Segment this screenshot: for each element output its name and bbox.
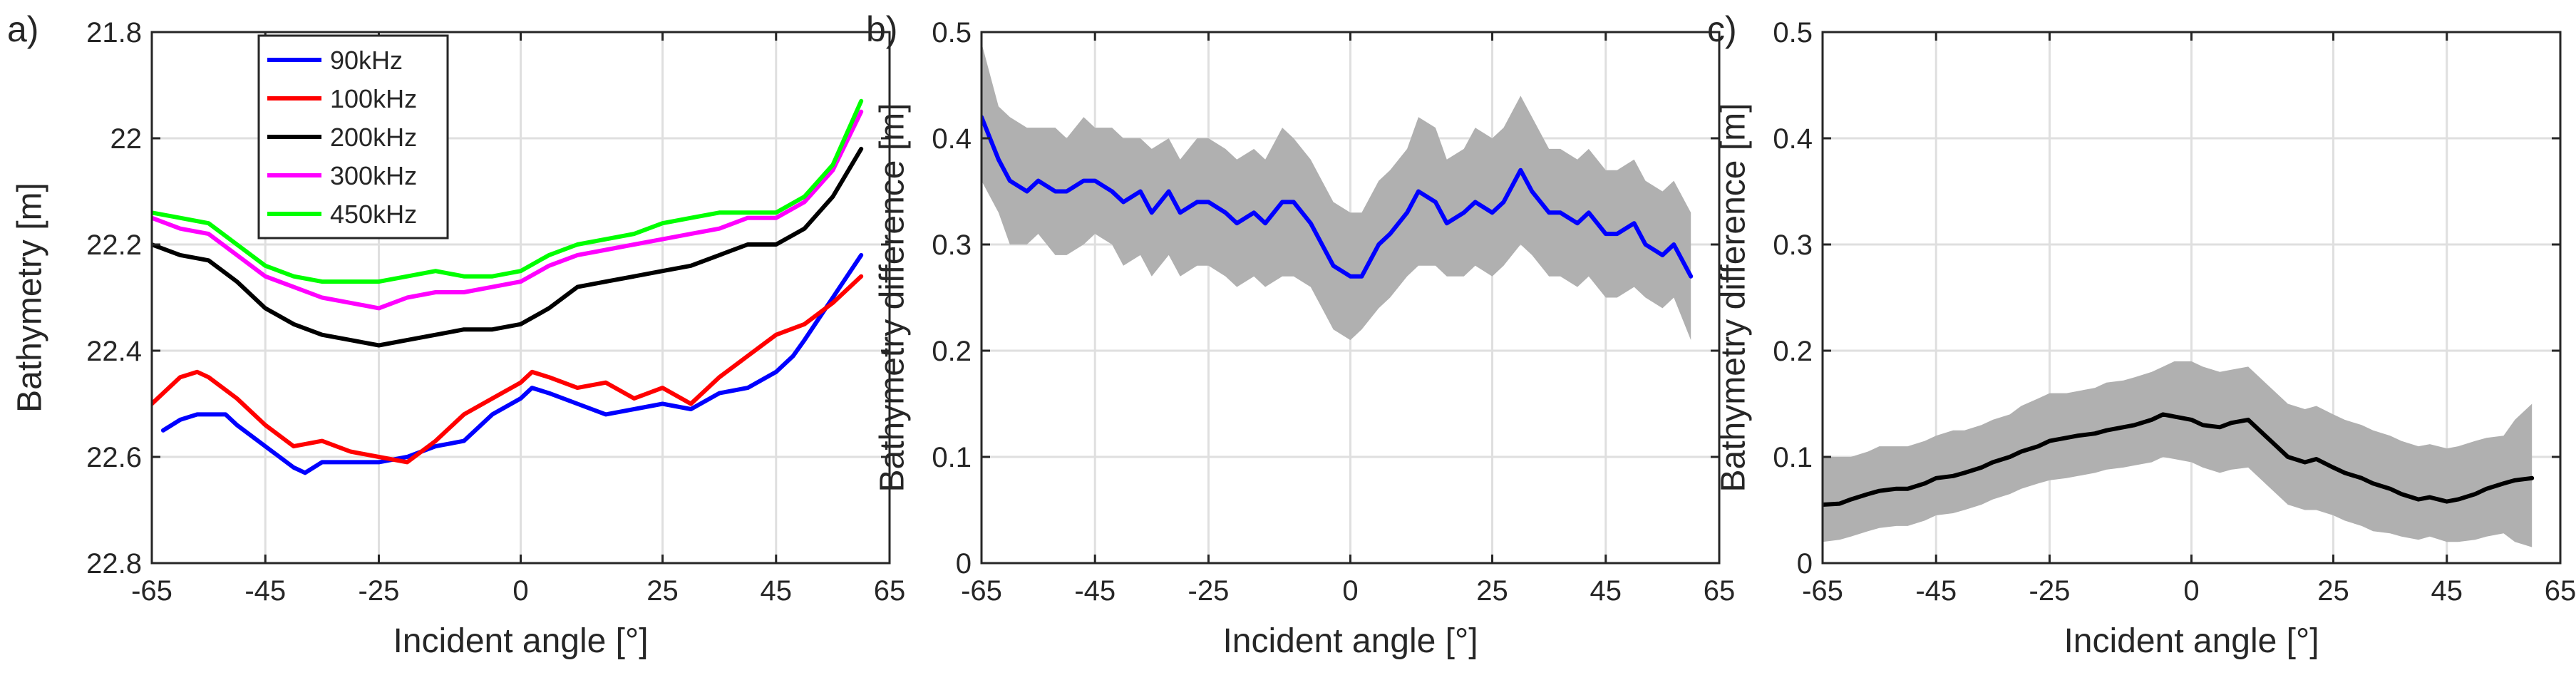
y-tick-label: 22.2: [86, 230, 142, 261]
x-tick-label: -25: [359, 575, 400, 607]
panel-label: c): [1707, 9, 1737, 49]
x-tick-label: 45: [761, 575, 793, 607]
y-tick-label: 0.3: [932, 230, 972, 261]
x-tick-label: -45: [1074, 575, 1116, 607]
y-axis-label: Bathymetry [m]: [11, 182, 49, 413]
y-tick-label: 0.4: [932, 123, 972, 155]
uncertainty-band: [1823, 361, 2533, 547]
legend-entry-label: 300kHz: [330, 161, 417, 190]
x-tick-label: -25: [2029, 575, 2071, 607]
x-tick-label: 0: [1342, 575, 1358, 607]
x-tick-label: 25: [1476, 575, 1508, 607]
x-tick-label: 45: [1590, 575, 1622, 607]
legend-entry-label: 450kHz: [330, 200, 417, 229]
x-tick-label: 0: [2183, 575, 2199, 607]
panel-label: a): [7, 9, 38, 49]
y-tick-label: 0.4: [1773, 123, 1813, 155]
x-axis-label: Incident angle [°]: [1222, 622, 1478, 660]
y-tick-label: 22.4: [86, 336, 142, 367]
panel-3: -65 -45 -25 0 25 45 65 0 0.1 0.2 0.3 0.4 0.5 Incident…: [1707, 9, 2576, 660]
x-tick-label: -25: [1188, 575, 1230, 607]
x-axis-label: Incident angle [°]: [2064, 622, 2319, 660]
y-tick-label: 0.5: [932, 17, 972, 48]
x-tick-label: 45: [2431, 575, 2463, 607]
y-tick-label: 22.8: [86, 548, 142, 580]
legend: 90kHz 100kHz 200kHz 300kHz 450kHz: [257, 34, 449, 240]
x-tick-label: 25: [2317, 575, 2349, 607]
y-tick-label: 0: [956, 548, 972, 580]
panel-2: -65 -45 -25 0 25 45 65 0 0.1 0.2 0.3 0.4 0.5 Incident…: [866, 9, 1735, 660]
x-tick-label: 65: [2545, 575, 2576, 607]
x-tick-label: -65: [131, 575, 172, 607]
series-line-90kHz: [160, 252, 864, 475]
y-tick-label: 0.2: [1773, 336, 1813, 367]
y-tick-label: 0.3: [1773, 230, 1813, 261]
legend-entry-label: 90kHz: [330, 46, 403, 75]
x-tick-label: -65: [961, 575, 1002, 607]
series-line-300kHz: [152, 109, 864, 311]
y-tick-label: 0.1: [932, 442, 972, 473]
x-tick-label: -65: [1802, 575, 1843, 607]
series-line-200kHz: [152, 146, 864, 348]
y-tick-label: 0.5: [1773, 17, 1813, 48]
y-axis-label: Bathymetry difference [m]: [874, 103, 912, 493]
series-group: [1823, 361, 2535, 547]
y-axis-label: Bathymetry difference [m]: [1715, 103, 1753, 493]
series-group: [982, 42, 1694, 341]
y-tick-label: 0: [1797, 548, 1813, 580]
y-tick-label: 0.2: [932, 336, 972, 367]
series-line-450kHz: [152, 98, 864, 284]
x-tick-label: 65: [1704, 575, 1736, 607]
x-axis-label: Incident angle [°]: [393, 622, 648, 660]
y-tick-label: 0.1: [1773, 442, 1813, 473]
y-tick-label: 21.8: [86, 17, 142, 48]
x-tick-label: 0: [512, 575, 528, 607]
y-tick-label: 22.6: [86, 442, 142, 473]
legend-entry-label: 200kHz: [330, 123, 417, 152]
panel-1: -65 -45 -25 0 25 45 65 21.8 22 22.2 22.4 22.6 22.8 In…: [7, 9, 905, 660]
x-tick-label: -45: [1915, 575, 1957, 607]
series-group: [152, 98, 864, 475]
y-tick-label: 22: [110, 123, 143, 155]
panel-label: b): [866, 9, 897, 49]
uncertainty-band: [982, 42, 1691, 341]
series-line-series-1: [1823, 412, 2535, 507]
legend-entry-label: 100kHz: [330, 84, 417, 113]
x-tick-label: -45: [244, 575, 286, 607]
x-tick-label: 65: [874, 575, 906, 607]
series-line-series-1: [982, 115, 1694, 279]
series-line-100kHz: [152, 274, 864, 465]
x-tick-label: 25: [646, 575, 679, 607]
